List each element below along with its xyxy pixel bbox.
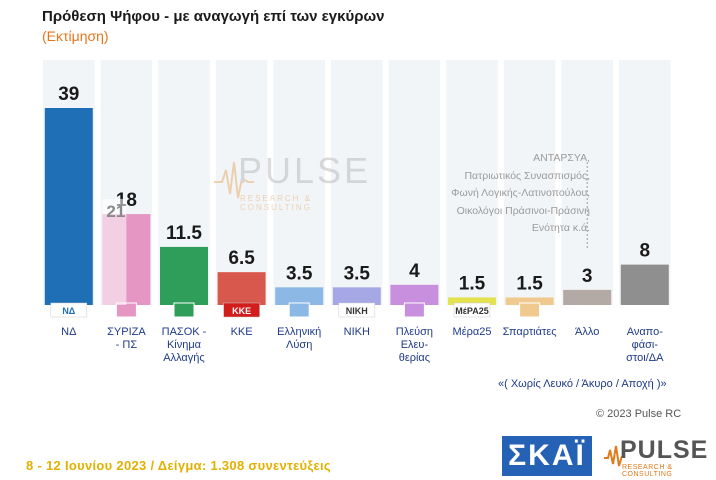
bar-lane <box>446 60 498 305</box>
category-label: ΣΥΡΙΖΑ <box>107 326 146 338</box>
watermark-brand: PULSE <box>238 150 372 191</box>
bar <box>332 287 381 305</box>
pulse-logo-text: PULSE <box>620 436 709 464</box>
category-label: Κίνημα <box>167 339 202 351</box>
bar-value-label: 11.5 <box>166 223 202 244</box>
bar <box>275 287 324 305</box>
bar-value-label: 6.5 <box>228 248 255 269</box>
bar-value-label: 3.5 <box>344 263 371 284</box>
category-label: ΝΔ <box>61 326 77 338</box>
page-subtitle: (Εκτίμηση) <box>42 28 109 44</box>
category-label: Αλλαγής <box>163 352 204 364</box>
other-note-line: ΑΝΤΑΡΣΥΑ, <box>533 152 590 164</box>
other-note-line: Φωνή Λογικής-Λατινοπούλου, <box>451 187 590 199</box>
valid-votes-footnote: «( Χωρίς Λευκό / Άκυρο / Αποχή )» <box>498 378 667 390</box>
pulse-logo-tagline: RESEARCH & CONSULTING <box>622 464 673 478</box>
other-note-line: Ενότητα κ.ά. <box>531 222 590 234</box>
copyright-text: © 2023 Pulse RC <box>596 408 682 420</box>
pulse-wave-icon <box>604 445 622 467</box>
bar-value-label: 8 <box>640 241 651 262</box>
bar <box>44 108 93 305</box>
category-label: Αναπο- <box>627 326 664 338</box>
category-label: - ΠΣ <box>116 339 138 351</box>
other-parties-note: ΑΝΤΑΡΣΥΑ, Πατριωτικός Συνασπισμός, Φωνή … <box>430 150 590 238</box>
category-label: Πλεύση <box>396 326 433 338</box>
bar-value-label: 3 <box>582 266 593 287</box>
previous-value-bar <box>102 198 127 305</box>
bar <box>217 272 266 305</box>
pulse-logo: PULSE RESEARCH & CONSULTING <box>604 436 710 478</box>
party-logo-icon <box>173 302 195 318</box>
category-label: Άλλο <box>575 326 599 338</box>
watermark-tagline: RESEARCH & CONSULTING <box>240 194 313 212</box>
previous-value-label: 21 <box>106 202 125 221</box>
survey-dates-sample: 8 - 12 Ιουνίου 2023 / Δείγμα: 1.308 συνε… <box>26 458 331 473</box>
page-title: Πρόθεση Ψήφου - με αναγωγή επί των εγκύρ… <box>42 8 385 25</box>
bar-lane <box>388 60 441 305</box>
skai-logo: ΣΚΑΪ <box>502 436 592 476</box>
category-label: φάσι- <box>632 339 659 351</box>
category-label: ΚΚΕ <box>231 326 253 338</box>
bar <box>563 289 612 305</box>
bar <box>620 264 669 305</box>
party-logo-plate <box>453 302 491 318</box>
bar <box>160 246 208 305</box>
pulse-wave-icon <box>214 161 254 199</box>
category-label: Λύση <box>286 339 312 351</box>
category-label: Σπαρτιάτες <box>503 326 557 338</box>
party-logo-text: ΚΚΕ <box>232 306 251 316</box>
category-label: Ελευ- <box>401 339 429 351</box>
bar-value-label: 3.5 <box>286 263 313 284</box>
category-label: στοι/ΔΑ <box>626 352 664 364</box>
party-logo-text: ΜέΡΑ25 <box>455 306 488 316</box>
other-note-line: Πατριωτικός Συνασπισμός, <box>464 169 590 182</box>
bar-value-label: 39 <box>58 84 79 105</box>
bar-value-label: 1.5 <box>459 273 486 294</box>
party-logo-plate <box>223 302 260 318</box>
party-logo-text: ΝΔ <box>62 306 75 316</box>
party-logo-plate <box>338 302 376 318</box>
party-logo-text: ΝΙΚΗ <box>346 306 368 316</box>
category-label: ΠΑΣΟΚ - <box>162 326 207 338</box>
other-note-line: Οικολόγοι Πράσινοι-Πράσινη <box>456 204 590 217</box>
party-logo-icon <box>519 302 541 318</box>
category-label: Μέρα25 <box>453 326 492 338</box>
category-label: Ελληνική <box>277 326 321 338</box>
bar <box>390 284 439 305</box>
bar <box>505 297 554 305</box>
category-label: θερίας <box>399 352 430 364</box>
party-logo-plate <box>50 302 88 318</box>
bar-lane <box>619 60 671 305</box>
party-logo-icon <box>115 302 137 318</box>
bar-lane <box>331 60 383 305</box>
bar-lane <box>215 60 268 305</box>
bar-lane <box>273 60 325 305</box>
bar-value-label: 1.5 <box>516 273 543 294</box>
bar <box>448 297 496 305</box>
category-label: ΝΙΚΗ <box>344 326 370 338</box>
bar-value-label: 4 <box>409 261 420 282</box>
bar-lane <box>503 60 556 305</box>
party-logo-icon <box>288 302 310 318</box>
party-logo-icon <box>403 302 425 318</box>
pulse-watermark: PULSE RESEARCH & CONSULTING <box>214 150 374 220</box>
